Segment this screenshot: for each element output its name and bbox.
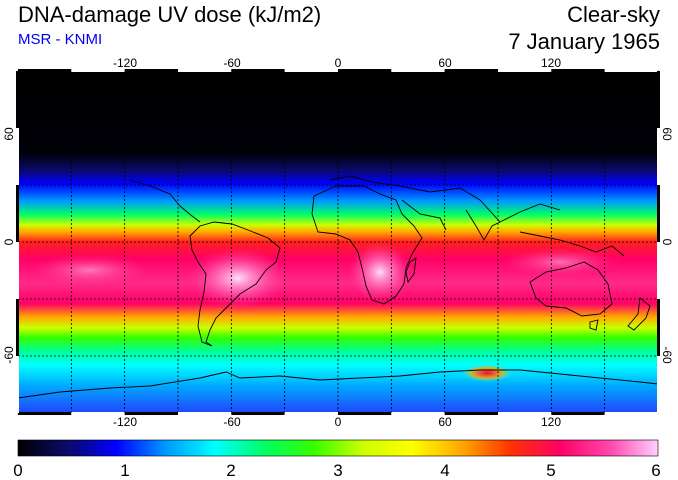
colorbar-label: 1 [120,461,129,480]
africa-coast [311,185,423,305]
madagascar-coast [405,257,417,284]
lon-label-top: -120 [113,56,137,70]
frame-band [657,356,660,413]
frame-band [551,69,605,72]
frame-ticks [16,69,660,415]
coastlines [18,175,658,399]
frame-band [16,242,19,299]
frame-band [657,299,660,356]
lon-label-top: 120 [541,56,561,70]
frame-band [338,69,392,72]
frame-band [18,69,72,72]
frame-band [657,185,660,242]
frame-band [231,69,285,72]
colorbar-label: 2 [226,461,235,480]
frame-band [338,412,392,415]
frame-band [551,412,605,415]
frame-band [284,69,338,72]
colorbar-labels: 0 1 2 3 4 5 6 [13,461,660,480]
lat-label-left: 60 [2,127,16,141]
lat-label-left: -60 [2,346,16,364]
lon-label-bottom: 120 [541,415,561,429]
colorbar [17,439,659,457]
frame-band [444,69,498,72]
maritime-coast [519,231,625,257]
frame-band [71,412,125,415]
frame-band [657,242,660,299]
australia-coast [529,261,613,317]
map-date: 7 January 1965 [508,29,660,54]
frame-band [657,71,660,128]
frame-band [16,71,19,128]
lon-labels-bottom: -120 -60 0 60 120 [113,415,561,429]
frame-band [231,412,285,415]
lon-label-bottom: -120 [113,415,137,429]
antarctica-coast [18,369,658,399]
lat-label-right: 0 [660,239,674,246]
lat-labels-right: 60 0 -60 [660,127,674,364]
frame-band [124,69,178,72]
colorbar-label: 5 [546,461,555,480]
colorbar-label: 0 [13,461,22,480]
frame-band [657,128,660,185]
lon-label-top: 0 [335,56,342,70]
lat-label-right: 60 [660,127,674,141]
frame-band [71,69,125,72]
lat-label-left: 0 [2,238,16,245]
lon-label-top: -60 [223,56,241,70]
frame-band [284,412,338,415]
data-source: MSR - KNMI [18,31,103,48]
frame-band [604,69,658,72]
graticule [18,71,658,413]
lon-labels-top: -120 -60 0 60 120 [113,56,561,70]
frame-band [498,69,552,72]
lon-label-bottom: 0 [335,415,342,429]
frame-band [124,412,178,415]
eurasia-coast [329,175,561,223]
south-america-coast [189,221,281,347]
colorbar-label: 6 [651,461,660,480]
frame-band [16,299,19,356]
frame-band [16,128,19,185]
frame-band [16,356,19,413]
lat-labels-left: 60 0 -60 [2,127,16,364]
frame-band [498,412,552,415]
frame-band [391,412,445,415]
lon-label-bottom: -60 [223,415,241,429]
frame-band [178,69,232,72]
tasmania-coast [589,319,599,331]
india-coast [465,209,501,241]
frame-band [178,412,232,415]
frame-band [604,412,658,415]
frame-band [444,412,498,415]
frame-band [391,69,445,72]
colorbar-label: 4 [440,461,449,480]
arabia-coast [401,199,447,231]
frame-band [16,185,19,242]
lon-label-top: 60 [438,56,452,70]
lat-label-right: -60 [660,346,674,364]
lon-label-bottom: 60 [438,415,452,429]
new-zealand-coast [627,297,651,331]
sky-condition: Clear-sky [567,2,660,27]
map-title: DNA-damage UV dose (kJ/m2) [18,2,322,27]
frame-band [18,412,72,415]
colorbar-label: 3 [333,461,342,480]
